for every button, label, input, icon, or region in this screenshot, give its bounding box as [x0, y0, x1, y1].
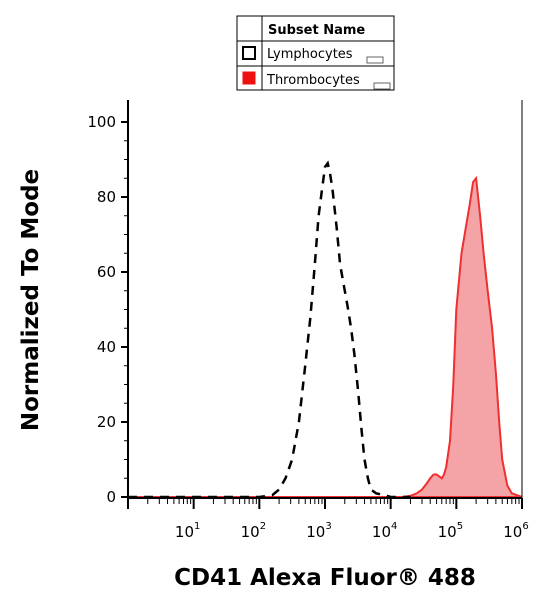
legend-header: Subset Name — [268, 23, 365, 38]
y-tick-label: 20 — [97, 413, 116, 431]
y-tick-label: 60 — [97, 263, 116, 281]
series-area-thrombocytes — [128, 175, 523, 498]
x-tick-label: 106 — [503, 521, 528, 541]
y-tick-label: 0 — [106, 488, 116, 506]
x-axis-title: CD41 Alexa Fluor® 488 — [174, 565, 476, 591]
series-line-lymphocytes — [128, 160, 411, 499]
x-tick-label: 105 — [438, 521, 463, 541]
legend-label-thrombocytes: Thrombocytes — [266, 73, 360, 88]
x-tick-label: 103 — [306, 521, 331, 541]
y-tick-label: 100 — [87, 113, 116, 131]
x-tick-label: 104 — [372, 521, 397, 541]
legend-tag-icon — [373, 82, 391, 90]
legend: Subset Name Lymphocytes Thrombocytes — [236, 15, 395, 91]
y-tick-label: 80 — [97, 188, 116, 206]
legend-label-lymphocytes: Lymphocytes — [267, 47, 353, 62]
y-tick-label: 40 — [97, 338, 116, 356]
legend-swatch-lymphocytes — [242, 46, 256, 60]
legend-swatch-thrombocytes — [242, 71, 256, 85]
x-tick-group: 101 102 103 104 105 106 — [127, 498, 529, 541]
y-axis-title: Normalized To Mode — [18, 169, 44, 431]
legend-box — [236, 15, 395, 91]
y-tick-group: 0 20 40 60 80 100 — [87, 113, 128, 506]
x-tick-label: 101 — [175, 521, 200, 541]
legend-tag-icon — [366, 56, 384, 64]
x-tick-label: 102 — [241, 521, 266, 541]
